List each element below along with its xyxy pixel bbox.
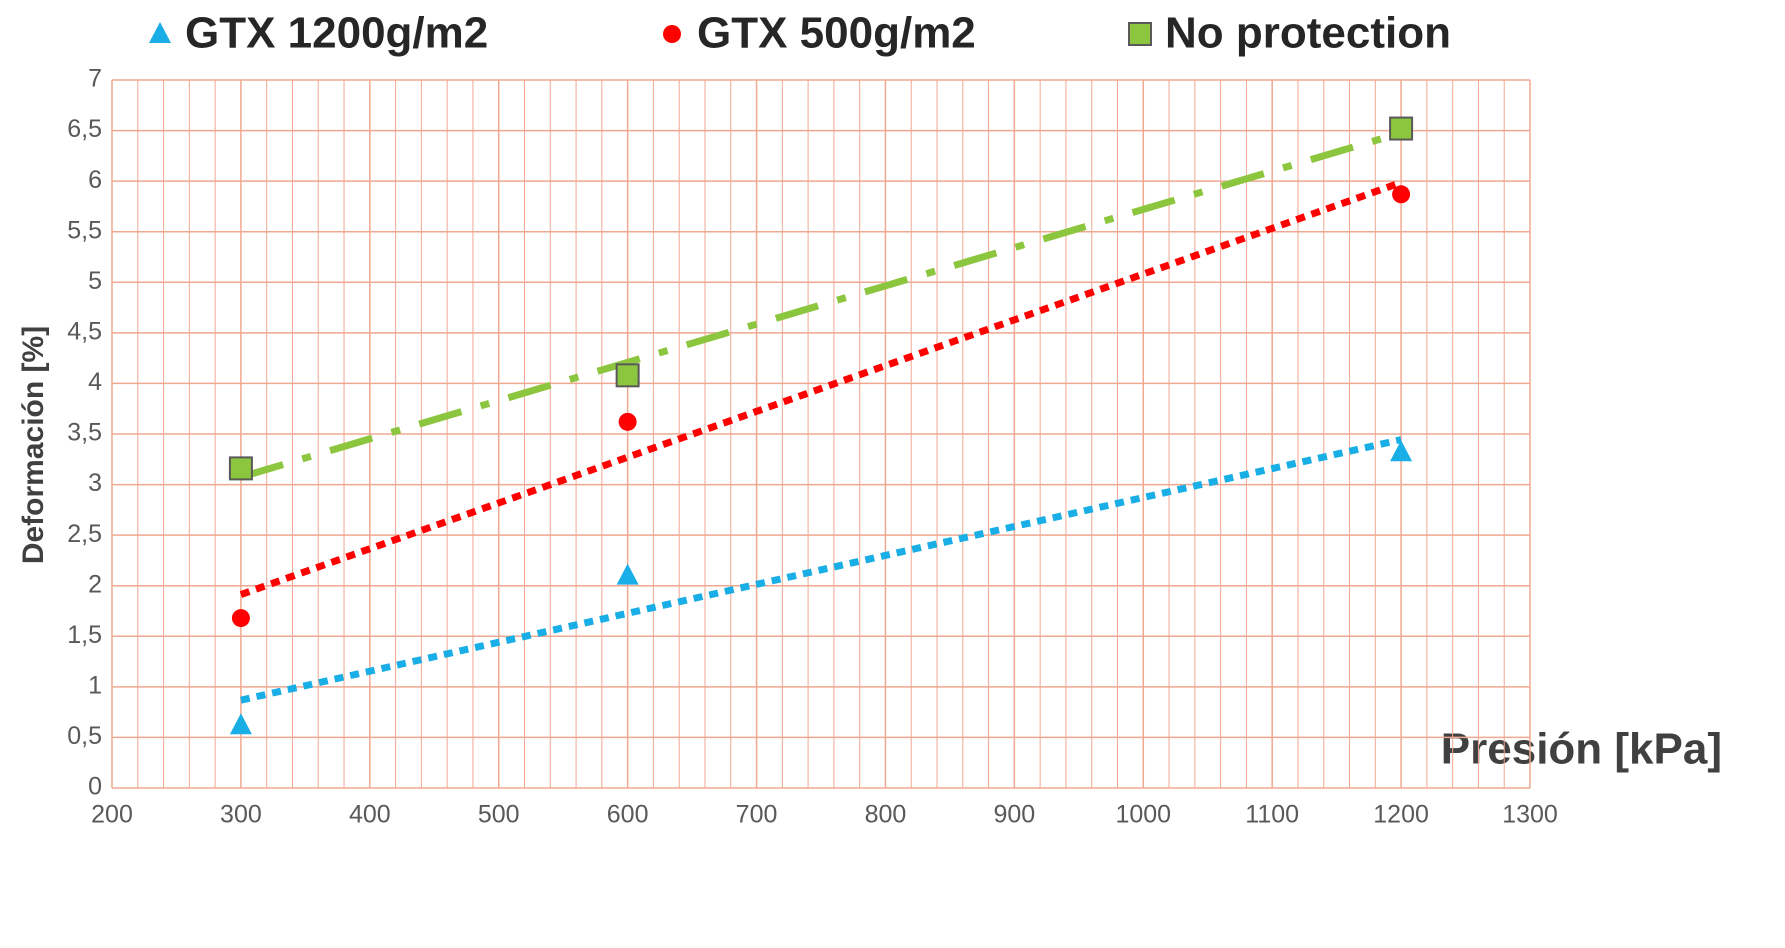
marker bbox=[618, 412, 637, 431]
y-tick-label: 2 bbox=[88, 570, 102, 598]
x-tick-label: 1300 bbox=[1502, 801, 1558, 829]
x-tick-label: 1000 bbox=[1115, 801, 1171, 829]
y-axis-label: Deformación [%] bbox=[17, 326, 50, 564]
y-tick-label: 5 bbox=[88, 267, 102, 295]
y-tick-label: 5,5 bbox=[67, 216, 102, 244]
y-tick-label: 2,5 bbox=[67, 520, 102, 548]
marker bbox=[231, 609, 250, 628]
x-tick-label: 200 bbox=[91, 801, 133, 829]
x-tick-label: 300 bbox=[220, 801, 262, 829]
trendline bbox=[239, 129, 1403, 481]
x-tick-label: 600 bbox=[607, 801, 649, 829]
x-tick-label: 900 bbox=[994, 801, 1036, 829]
y-tick-label: 4 bbox=[88, 368, 102, 396]
marker bbox=[615, 363, 640, 388]
x-tick-label: 1100 bbox=[1245, 801, 1299, 829]
legend-label: GTX 500g/m2 bbox=[697, 9, 976, 58]
y-tick-label: 4,5 bbox=[67, 317, 102, 345]
legend-marker bbox=[1128, 22, 1152, 46]
y-tick-label: 0 bbox=[88, 773, 102, 801]
legend-label: No protection bbox=[1165, 9, 1451, 58]
y-tick-label: 3,5 bbox=[67, 419, 102, 447]
x-tick-label: 700 bbox=[736, 801, 778, 829]
legend-marker bbox=[663, 25, 681, 43]
y-tick-label: 0,5 bbox=[67, 722, 102, 750]
y-tick-label: 3 bbox=[88, 469, 102, 497]
y-tick-label: 6 bbox=[88, 166, 102, 194]
y-tick-label: 1 bbox=[88, 671, 102, 699]
x-tick-label: 1200 bbox=[1373, 801, 1429, 829]
marker bbox=[228, 456, 253, 481]
x-axis-label: Presión [kPa] bbox=[1441, 725, 1722, 774]
trendline bbox=[240, 436, 1402, 704]
trendline bbox=[239, 179, 1403, 598]
y-tick-label: 1,5 bbox=[67, 621, 102, 649]
y-tick-label: 7 bbox=[88, 65, 102, 93]
marker bbox=[1389, 116, 1414, 141]
legend-label: GTX 1200g/m2 bbox=[185, 9, 488, 58]
marker bbox=[616, 563, 639, 585]
y-tick-label: 6,5 bbox=[67, 115, 102, 143]
x-tick-label: 500 bbox=[478, 801, 520, 829]
marker bbox=[1392, 185, 1411, 204]
x-tick-label: 400 bbox=[349, 801, 391, 829]
legend-marker bbox=[149, 22, 171, 43]
marker bbox=[1390, 440, 1413, 462]
x-tick-label: 800 bbox=[865, 801, 907, 829]
marker bbox=[229, 713, 252, 735]
